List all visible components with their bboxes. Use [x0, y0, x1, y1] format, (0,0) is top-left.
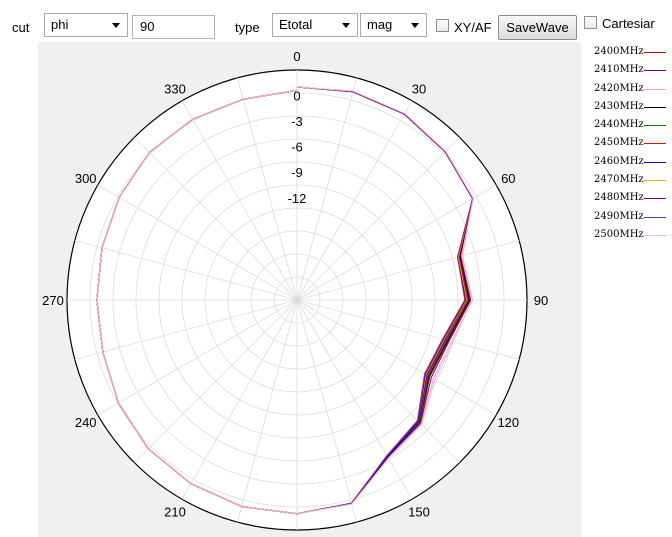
angle-tick-label: 240: [75, 415, 97, 430]
legend-item: 2490MHz: [594, 210, 672, 228]
angle-tick-label: 210: [164, 504, 186, 519]
angle-tick-label: 150: [408, 504, 430, 519]
legend-label: 2470MHz: [594, 173, 644, 187]
legend-item: 2440MHz: [594, 118, 672, 136]
radial-tick-label: -12: [288, 191, 307, 206]
legend-label: 2480MHz: [594, 191, 644, 205]
angle-tick-label: 270: [42, 293, 64, 308]
legend-label: 2420MHz: [594, 82, 644, 96]
angle-tick-label: 300: [75, 171, 97, 186]
legend-label: 2460MHz: [594, 155, 644, 169]
legend-swatch: [644, 89, 666, 90]
legend-swatch: [644, 162, 666, 163]
legend-swatch: [644, 52, 666, 53]
legend-item: 2480MHz: [594, 191, 672, 209]
legend-swatch: [644, 235, 666, 236]
legend-item: 2450MHz: [594, 136, 672, 154]
legend-item: 2420MHz: [594, 82, 672, 100]
legend-swatch: [644, 143, 666, 144]
legend-item: 2460MHz: [594, 155, 672, 173]
legend-label: 2490MHz: [594, 210, 644, 224]
legend-label: 2450MHz: [594, 136, 644, 150]
angle-tick-label: 90: [534, 293, 548, 308]
legend-label: 2430MHz: [594, 100, 644, 114]
angle-tick-label: 60: [501, 171, 515, 186]
legend-swatch: [644, 107, 666, 108]
radial-tick-label: -6: [291, 140, 303, 155]
radial-tick-label: -9: [291, 165, 303, 180]
legend-swatch: [644, 125, 666, 126]
legend-item: 2500MHz: [594, 228, 672, 246]
legend-label: 2500MHz: [594, 228, 644, 242]
angle-tick-label: 30: [412, 82, 426, 97]
legend-item: 2470MHz: [594, 173, 672, 191]
legend-label: 2440MHz: [594, 118, 644, 132]
legend-swatch: [644, 198, 666, 199]
legend-item: 2400MHz: [594, 45, 672, 63]
angle-tick-label: 0: [293, 49, 300, 64]
radial-tick-label: -3: [291, 114, 303, 129]
legend-swatch: [644, 70, 666, 71]
legend-swatch: [644, 180, 666, 181]
angle-tick-label: 330: [164, 82, 186, 97]
legend-label: 2400MHz: [594, 45, 644, 59]
legend-swatch: [644, 217, 666, 218]
legend: 2400MHz 2410MHz 2420MHz 2430MHz 2440MHz 2450M…: [594, 45, 672, 246]
legend-item: 2430MHz: [594, 100, 672, 118]
radial-tick-label: 0: [293, 89, 300, 104]
legend-label: 2410MHz: [594, 63, 644, 77]
legend-item: 2410MHz: [594, 63, 672, 81]
angle-tick-label: 120: [497, 415, 519, 430]
